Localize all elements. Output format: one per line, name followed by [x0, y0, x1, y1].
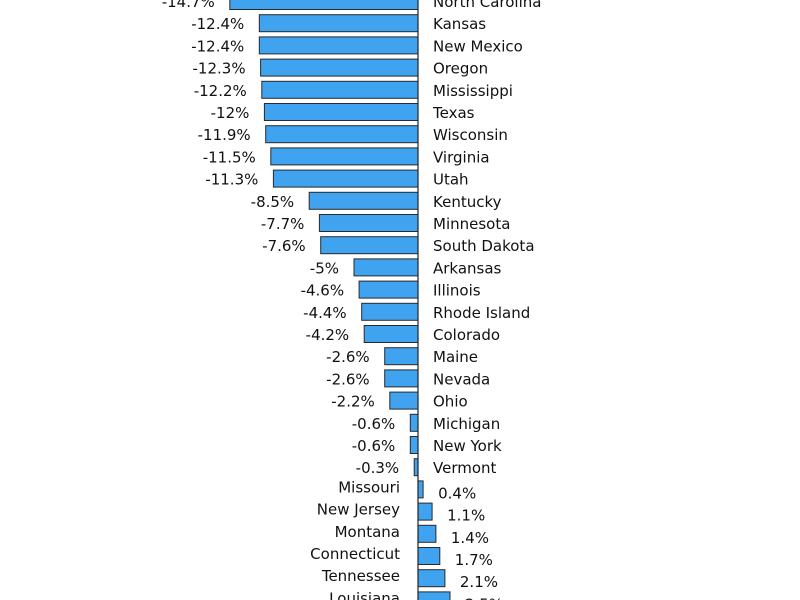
data-label: -7.7%: [261, 215, 305, 233]
data-label: -11.3%: [205, 171, 258, 189]
bar: [417, 547, 441, 565]
category-label: Rhode Island: [433, 304, 530, 322]
category-label: Mississippi: [433, 82, 513, 100]
data-label: 2.5%: [465, 595, 503, 600]
bar: [308, 191, 419, 210]
data-label: 1.7%: [455, 551, 493, 569]
data-label: -2.6%: [326, 348, 370, 366]
category-label: Colorado: [433, 326, 500, 344]
data-label: 1.1%: [447, 507, 485, 525]
data-label: 1.4%: [451, 529, 489, 547]
category-label: Louisiana: [329, 589, 400, 600]
data-label: 0.4%: [438, 484, 476, 502]
bar: [417, 569, 446, 588]
category-label: New Jersey: [317, 501, 400, 519]
data-label: -8.5%: [251, 193, 295, 211]
data-label: -0.6%: [352, 415, 396, 433]
data-label: -11.5%: [203, 148, 256, 166]
bar: [417, 480, 424, 499]
bar: [409, 413, 419, 432]
bar: [384, 369, 419, 388]
bar: [361, 302, 419, 321]
category-label: Kansas: [433, 15, 486, 33]
data-label: -12.2%: [194, 82, 247, 100]
bar: [320, 236, 419, 255]
category-label: Vermont: [433, 459, 497, 477]
data-label: -0.3%: [356, 459, 400, 477]
category-label: Ohio: [433, 393, 468, 411]
labels-group: -14.7% North Carolina -12.4% Kansas -12.4% Ne…: [162, 0, 542, 600]
bar: [409, 436, 419, 454]
category-label: North Carolina: [433, 0, 541, 11]
data-label: -4.4%: [303, 304, 347, 322]
data-label: -14.7%: [162, 0, 215, 11]
bar: [417, 591, 451, 600]
category-label: Wisconsin: [433, 126, 508, 144]
bar: [272, 169, 419, 188]
bar: [265, 125, 419, 144]
data-label: -4.6%: [301, 282, 345, 300]
category-label: Connecticut: [310, 545, 400, 563]
bar: [358, 280, 419, 299]
category-label: Utah: [433, 171, 469, 189]
category-label: Montana: [335, 523, 400, 541]
data-label: -12.3%: [193, 60, 246, 78]
category-label: Texas: [432, 104, 475, 122]
category-label: Tennessee: [321, 567, 400, 585]
bar: [353, 258, 419, 277]
data-label: -12.4%: [191, 15, 244, 33]
bar: [417, 502, 433, 521]
category-label: Maine: [433, 348, 478, 366]
data-label: -5%: [310, 259, 339, 277]
bar: [270, 147, 419, 166]
bar: [261, 80, 419, 99]
category-label: Nevada: [433, 370, 490, 388]
bar: [417, 524, 437, 543]
bar: [363, 325, 419, 343]
category-label: Minnesota: [433, 215, 510, 233]
data-label: -11.9%: [198, 126, 251, 144]
bar: [229, 0, 419, 10]
bar: [260, 58, 419, 77]
bar: [258, 36, 419, 55]
data-label: -2.2%: [331, 393, 375, 411]
category-label: Missouri: [338, 478, 400, 496]
category-label: South Dakota: [433, 237, 535, 255]
bar: [318, 214, 419, 232]
bar: [384, 347, 419, 366]
data-label: 2.1%: [460, 573, 498, 591]
category-label: Kentucky: [433, 193, 502, 211]
bar: [263, 103, 419, 121]
category-label: Arkansas: [433, 259, 502, 277]
data-label: -4.2%: [306, 326, 350, 344]
category-label: Oregon: [433, 60, 488, 78]
data-label: -0.6%: [352, 437, 396, 455]
category-label: Michigan: [433, 415, 500, 433]
data-label: -12%: [211, 104, 250, 122]
data-label: -12.4%: [191, 37, 244, 55]
category-label: Virginia: [433, 148, 490, 166]
category-label: New Mexico: [433, 37, 523, 55]
bar: [258, 14, 419, 33]
category-label: Illinois: [433, 282, 481, 300]
data-label: -7.6%: [262, 237, 306, 255]
category-label: New York: [433, 437, 502, 455]
bar: [389, 391, 419, 410]
data-label: -2.6%: [326, 370, 370, 388]
